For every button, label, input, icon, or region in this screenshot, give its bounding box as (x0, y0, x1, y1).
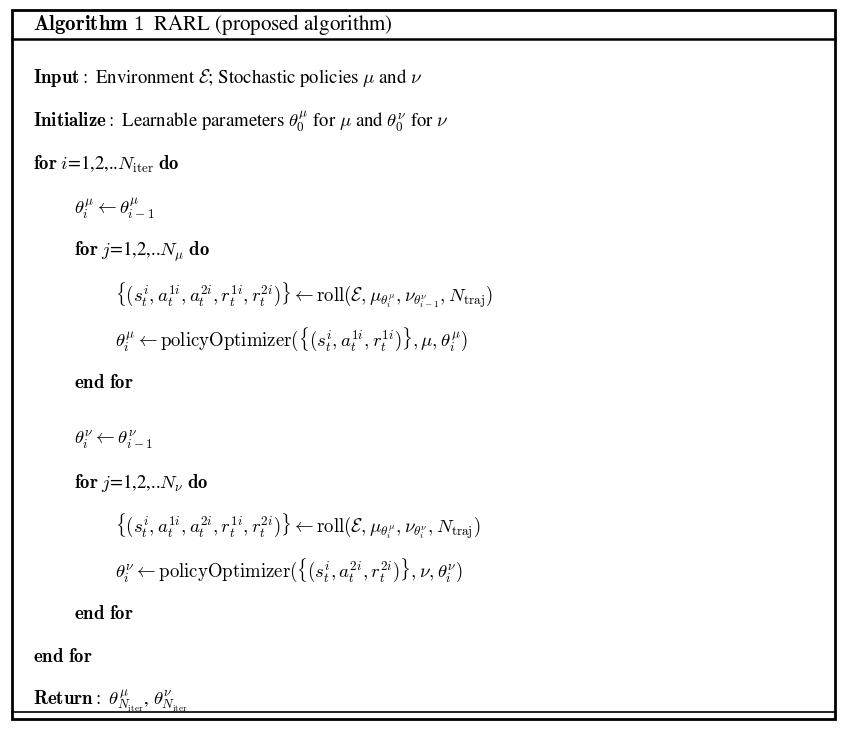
Text: $\{(s_t^i, a_t^{1i}, a_t^{2i}, r_t^{1i}, r_t^{2i})\} \leftarrow {\rm roll}(\math: $\{(s_t^i, a_t^{1i}, a_t^{2i}, r_t^{1i},… (114, 281, 492, 311)
Text: $\theta_i^{\mu} \leftarrow {\rm policyOptimizer}(\{(s_t^i, a_t^{1i}, r_t^{1i})\}: $\theta_i^{\mu} \leftarrow {\rm policyOp… (114, 325, 468, 353)
Text: $\theta_i^{\mu} \leftarrow \theta_{i-1}^{\mu}$: $\theta_i^{\mu} \leftarrow \theta_{i-1}^… (74, 196, 155, 221)
Text: $\theta_i^{\nu} \leftarrow \theta_{i-1}^{\nu}$: $\theta_i^{\nu} \leftarrow \theta_{i-1}^… (74, 428, 153, 451)
Text: $\bf end\ for$: $\bf end\ for$ (74, 604, 134, 623)
Text: $\bf for$ $i$=1,2,..$N_{\rm iter}$ $\bf do$: $\bf for$ $i$=1,2,..$N_{\rm iter}$ $\bf … (34, 155, 180, 176)
Text: $\bf Initialize:$ Learnable parameters $\theta_0^{\mu}$ for $\mu$ and $\theta_0^: $\bf Initialize:$ Learnable parameters $… (34, 109, 449, 134)
Text: $\bf{Algorithm\ 1}$  RARL (proposed algorithm): $\bf{Algorithm\ 1}$ RARL (proposed algor… (34, 12, 393, 37)
Text: $\bf for$ $j$=1,2,..$N_{\mu}$ $\bf do$: $\bf for$ $j$=1,2,..$N_{\mu}$ $\bf do$ (74, 240, 210, 264)
Text: $\bf end\ for$: $\bf end\ for$ (34, 648, 93, 666)
Text: $\bf for$ $j$=1,2,..$N_{\nu}$ $\bf do$: $\bf for$ $j$=1,2,..$N_{\nu}$ $\bf do$ (74, 472, 208, 494)
Text: $\bf end\ for$: $\bf end\ for$ (74, 374, 134, 391)
Text: $\bf Input:$ Environment $\mathcal{E}$; Stochastic policies $\mu$ and $\nu$: $\bf Input:$ Environment $\mathcal{E}$; … (34, 66, 423, 89)
Text: $\bf Return:$ $\theta_{N_{\rm iter}}^{\mu}$, $\theta_{N_{\rm iter}}^{\nu}$: $\bf Return:$ $\theta_{N_{\rm iter}}^{\m… (34, 687, 189, 714)
Text: $\{(s_t^i, a_t^{1i}, a_t^{2i}, r_t^{1i}, r_t^{2i})\} \leftarrow {\rm roll}(\math: $\{(s_t^i, a_t^{1i}, a_t^{2i}, r_t^{1i},… (114, 512, 480, 542)
Text: $\theta_i^{\nu} \leftarrow {\rm policyOptimizer}(\{(s_t^i, a_t^{2i}, r_t^{2i})\}: $\theta_i^{\nu} \leftarrow {\rm policyOp… (114, 556, 462, 584)
